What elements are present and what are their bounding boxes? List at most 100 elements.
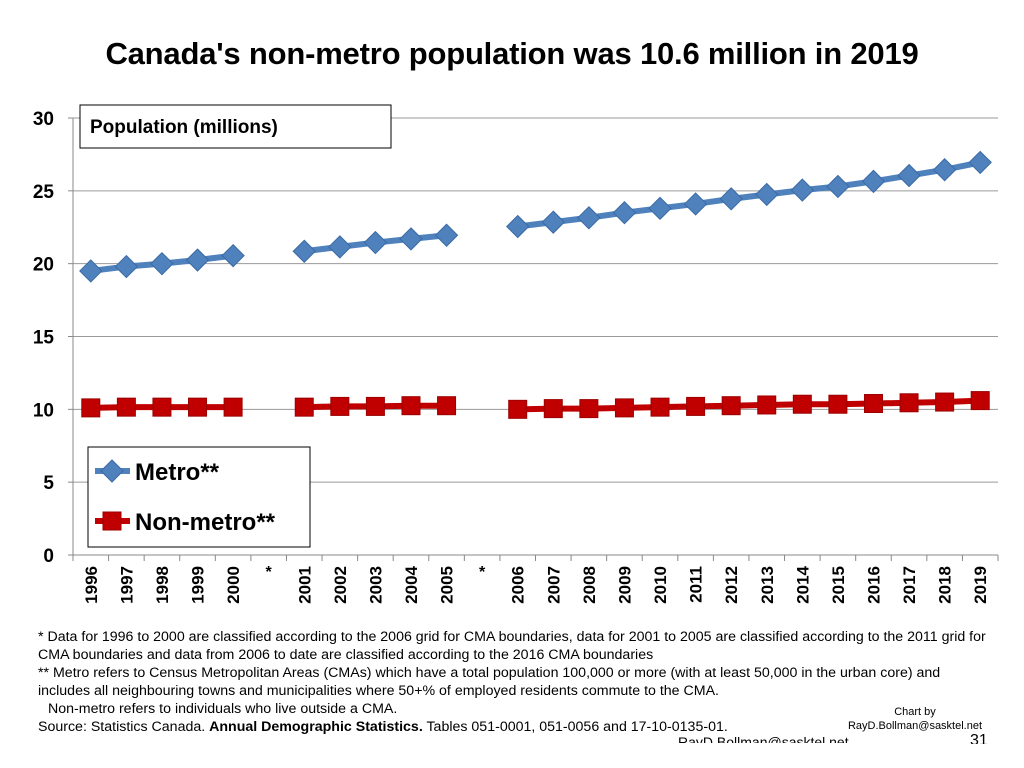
metro-point-2014 [790,178,815,202]
credit-email: RayD.Bollman@sasktel.net [847,720,983,732]
x-tick-label-2011: 2011 [687,566,706,603]
nonmetro-point-2013 [757,395,777,415]
credit-label: Chart by [894,706,936,718]
legend-nonmetro-square-icon [102,511,122,531]
legend-metro-diamond-icon [100,459,124,483]
x-tick-label-2017: 2017 [900,566,919,604]
nonmetro-point-1997 [116,397,136,417]
metro-point-2017 [897,163,921,188]
gridlines [73,117,998,483]
metro-point-2009 [612,200,637,225]
metro-point-2007 [541,210,565,234]
line-chart: 0 5 10 15 20 25 30 1996 1997 1998 1999 2000 * 2001 20… [33,104,999,604]
nonmetro-point-1999 [188,397,208,417]
x-tick-label-2001: 2001 [295,566,314,604]
metro-point-2003 [363,230,388,255]
x-tick-label-1997: 1997 [117,566,136,604]
nonmetro-point-2015 [828,394,848,414]
data-series [79,150,992,419]
nonmetro-point-2007 [543,399,563,419]
x-tick-label-asterisk: * [266,564,273,581]
x-tick-label-2018: 2018 [936,566,955,604]
source-tables: Tables 051-0001, 051-0056 and 17-10-0135… [422,719,728,735]
x-tick-label-2008: 2008 [580,566,599,604]
x-tick-label-2000: 2000 [224,566,243,604]
nonmetro-point-2006 [508,399,528,419]
nonmetro-point-2005 [437,396,457,416]
metro-point-2018 [932,158,957,182]
x-tick-label-2003: 2003 [366,566,385,604]
x-tick-label-2019: 2019 [971,566,990,604]
legend-metro-label: Metro** [135,459,220,486]
x-axis: 1996 1997 1998 1999 2000 * 2001 2002 2003 2004 200… [72,554,999,604]
y-tick-label-30: 30 [33,109,54,130]
x-tick-label-2007: 2007 [544,566,563,604]
nonmetro-point-2017 [899,393,919,413]
footnote-nonmetro-definition: Non-metro refers to individuals who live… [48,701,398,717]
nonmetro-point-2004 [401,396,421,416]
metro-point-2013 [755,182,779,207]
nonmetro-point-2011 [686,396,706,416]
y-axis: 0 5 10 15 20 25 30 [33,109,74,567]
nonmetro-point-2002 [330,396,350,416]
y-tick-label-20: 20 [33,255,54,276]
y-tick-label-15: 15 [33,328,55,349]
x-tick-label-1998: 1998 [153,566,172,604]
nonmetro-point-2001 [294,397,314,417]
metro-point-2015 [826,174,850,199]
ylabel-box: Population (millions) [79,104,392,149]
x-tick-label-1996: 1996 [82,566,101,604]
x-tick-label-2014: 2014 [793,565,812,603]
nonmetro-point-2019 [970,391,990,411]
source-publication: Annual Demographic Statistics. [209,719,423,735]
x-tick-label-2005: 2005 [438,566,457,604]
metro-point-2016 [861,169,886,194]
nonmetro-point-2010 [650,397,670,417]
source-prefix: Source: Statistics Canada. [38,719,210,735]
metro-point-2001 [292,239,316,263]
nonmetro-point-2018 [935,392,955,412]
x-tick-label-2010: 2010 [651,566,670,604]
nonmetro-point-2000 [223,397,243,417]
metro-point-2000 [221,243,245,268]
nonmetro-point-2003 [365,396,385,416]
x-tick-label-2002: 2002 [331,566,350,604]
nonmetro-point-2014 [792,394,812,414]
y-tick-label-10: 10 [33,400,54,421]
y-tick-label-25: 25 [33,182,55,203]
footnotes: * Data for 1996 to 2000 are classified a… [38,628,988,736]
x-tick-label-2012: 2012 [722,566,741,604]
metro-point-2005 [434,223,459,247]
x-tick-label-2016: 2016 [864,566,883,604]
email-watermark: RayD.Bollman@sasktel.net [678,734,849,743]
y-axis-label: Population (millions) [90,117,278,138]
nonmetro-point-1996 [81,398,101,418]
x-tick-label-asterisk: * [479,564,486,581]
nonmetro-point-2016 [863,394,883,414]
chart-title: Canada's non-metro population was 10.6 m… [105,36,919,71]
metro-point-2010 [648,196,672,221]
nonmetro-point-2008 [579,399,599,419]
y-tick-label-0: 0 [43,546,54,567]
metro-point-2004 [399,227,423,251]
metro-point-2008 [577,206,601,230]
metro-point-1996 [79,259,103,283]
x-tick-label-2006: 2006 [509,566,528,604]
chart-credit: Chart by RayD.Bollman@sasktel.net [840,705,990,733]
legend-nonmetro-label: Non-metro** [135,509,276,536]
source-line: Source: Statistics Canada. Annual Demogr… [38,718,988,736]
metro-point-1999 [185,248,210,272]
metro-point-2011 [683,192,708,216]
metro-point-2002 [328,235,352,259]
x-tick-label-2013: 2013 [758,566,777,604]
x-tick-label-2015: 2015 [829,566,848,604]
metro-point-2006 [506,214,530,239]
page-number: 31 [970,732,988,744]
footnote-cma-grid: * Data for 1996 to 2000 are classified a… [38,629,986,663]
metro-point-1997 [114,254,139,279]
y-tick-label-5: 5 [43,473,54,494]
nonmetro-point-2012 [721,396,741,416]
nonmetro-point-2009 [614,398,634,418]
metro-point-1998 [150,251,174,276]
legend: Metro** Non-metro** [87,446,311,548]
